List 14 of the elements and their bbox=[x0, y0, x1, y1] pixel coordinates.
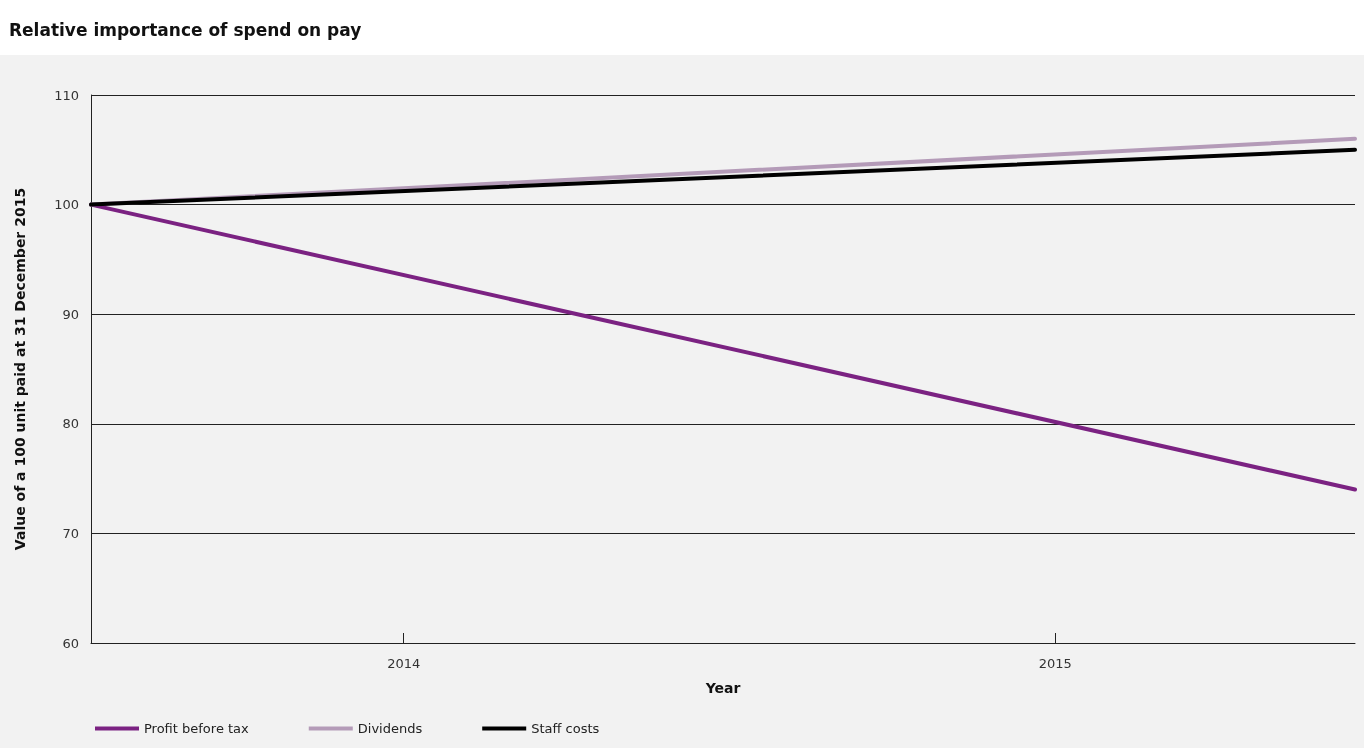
y-tick-label: 90 bbox=[62, 306, 79, 322]
y-tick-label: 60 bbox=[62, 635, 79, 651]
y-axis-title: Value of a 100 unit paid at 31 December 2015 bbox=[12, 187, 28, 551]
y-tick-label: 100 bbox=[54, 197, 79, 213]
legend-label: Profit before tax bbox=[144, 721, 250, 736]
x-tick-label: 2014 bbox=[387, 656, 421, 671]
x-axis-title: Year bbox=[704, 680, 741, 696]
x-tick-label: 2015 bbox=[1038, 656, 1072, 671]
y-tick-label: 110 bbox=[54, 87, 79, 103]
y-tick-label: 70 bbox=[62, 525, 79, 541]
chart-title: Relative importance of spend on pay bbox=[9, 19, 362, 40]
legend-label: Dividends bbox=[357, 721, 423, 736]
legend-label: Staff costs bbox=[531, 721, 600, 736]
y-tick-label: 80 bbox=[62, 416, 79, 432]
